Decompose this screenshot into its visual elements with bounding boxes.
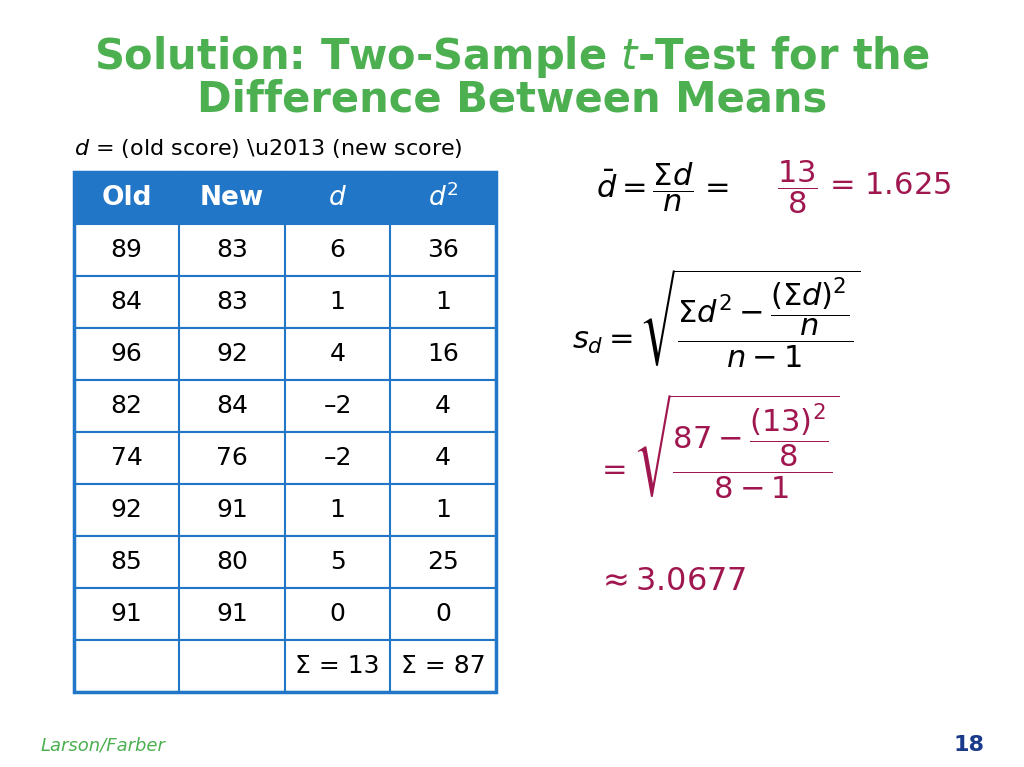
Text: 91: 91 xyxy=(216,602,248,626)
Text: 4: 4 xyxy=(435,446,451,470)
Text: –2: –2 xyxy=(324,446,352,470)
Bar xyxy=(74,588,496,640)
Bar xyxy=(74,172,496,224)
Text: –2: –2 xyxy=(324,394,352,418)
Bar xyxy=(74,484,496,536)
Text: 18: 18 xyxy=(953,735,985,755)
Text: 76: 76 xyxy=(216,446,248,470)
Text: 1: 1 xyxy=(435,498,451,522)
Text: Old: Old xyxy=(101,185,152,211)
Text: 84: 84 xyxy=(111,290,142,314)
Text: Σ = 87: Σ = 87 xyxy=(400,654,485,678)
Bar xyxy=(74,380,496,432)
Text: 4: 4 xyxy=(330,342,345,366)
Text: 89: 89 xyxy=(111,238,142,262)
Text: 4: 4 xyxy=(435,394,451,418)
Text: 92: 92 xyxy=(111,498,142,522)
Text: $= \sqrt{\dfrac{87 - \dfrac{(13)^2}{8}}{8-1}}$: $= \sqrt{\dfrac{87 - \dfrac{(13)^2}{8}}{… xyxy=(596,393,841,502)
Text: $\approx 3.0677$: $\approx 3.0677$ xyxy=(596,567,746,597)
Text: 74: 74 xyxy=(111,446,142,470)
Text: $s_d = \sqrt{\dfrac{\Sigma d^2 - \dfrac{(\Sigma d)^2}{n}}{n-1}}$: $s_d = \sqrt{\dfrac{\Sigma d^2 - \dfrac{… xyxy=(572,268,861,370)
Text: 83: 83 xyxy=(216,238,248,262)
Text: 5: 5 xyxy=(330,550,345,574)
Text: 83: 83 xyxy=(216,290,248,314)
Text: 6: 6 xyxy=(330,238,345,262)
Bar xyxy=(74,328,496,380)
Text: $\dfrac{13}{8}$ = 1.625: $\dfrac{13}{8}$ = 1.625 xyxy=(776,158,951,216)
Text: Σ = 13: Σ = 13 xyxy=(295,654,380,678)
Bar xyxy=(74,640,496,692)
Text: $\mathit{d}$ = (old score) \u2013 (new score): $\mathit{d}$ = (old score) \u2013 (new s… xyxy=(74,137,463,160)
Text: 0: 0 xyxy=(435,602,451,626)
Text: $\mathit{d}$: $\mathit{d}$ xyxy=(328,185,347,211)
Text: 16: 16 xyxy=(427,342,459,366)
Text: 82: 82 xyxy=(111,394,142,418)
Text: Larson/Farber: Larson/Farber xyxy=(40,736,165,754)
Text: 91: 91 xyxy=(216,498,248,522)
Text: 85: 85 xyxy=(111,550,142,574)
Text: 92: 92 xyxy=(216,342,248,366)
Text: $\bar{d} = \dfrac{\Sigma d}{n}$ =: $\bar{d} = \dfrac{\Sigma d}{n}$ = xyxy=(596,160,733,214)
Text: 80: 80 xyxy=(216,550,248,574)
Bar xyxy=(74,432,496,484)
Text: Solution: Two-Sample $\mathit{t}$-Test for the: Solution: Two-Sample $\mathit{t}$-Test f… xyxy=(94,34,930,80)
Text: 36: 36 xyxy=(427,238,459,262)
Bar xyxy=(74,276,496,328)
Text: New: New xyxy=(200,185,264,211)
Bar xyxy=(74,536,496,588)
Text: Difference Between Means: Difference Between Means xyxy=(197,78,827,120)
Text: 0: 0 xyxy=(330,602,345,626)
Bar xyxy=(74,172,496,692)
Text: 96: 96 xyxy=(111,342,142,366)
Text: 1: 1 xyxy=(330,498,345,522)
Text: $\mathit{d}^2$: $\mathit{d}^2$ xyxy=(428,184,459,212)
Text: 1: 1 xyxy=(330,290,345,314)
Bar xyxy=(74,224,496,276)
Text: 84: 84 xyxy=(216,394,248,418)
Text: 25: 25 xyxy=(427,550,459,574)
Text: 91: 91 xyxy=(111,602,142,626)
Text: 1: 1 xyxy=(435,290,451,314)
